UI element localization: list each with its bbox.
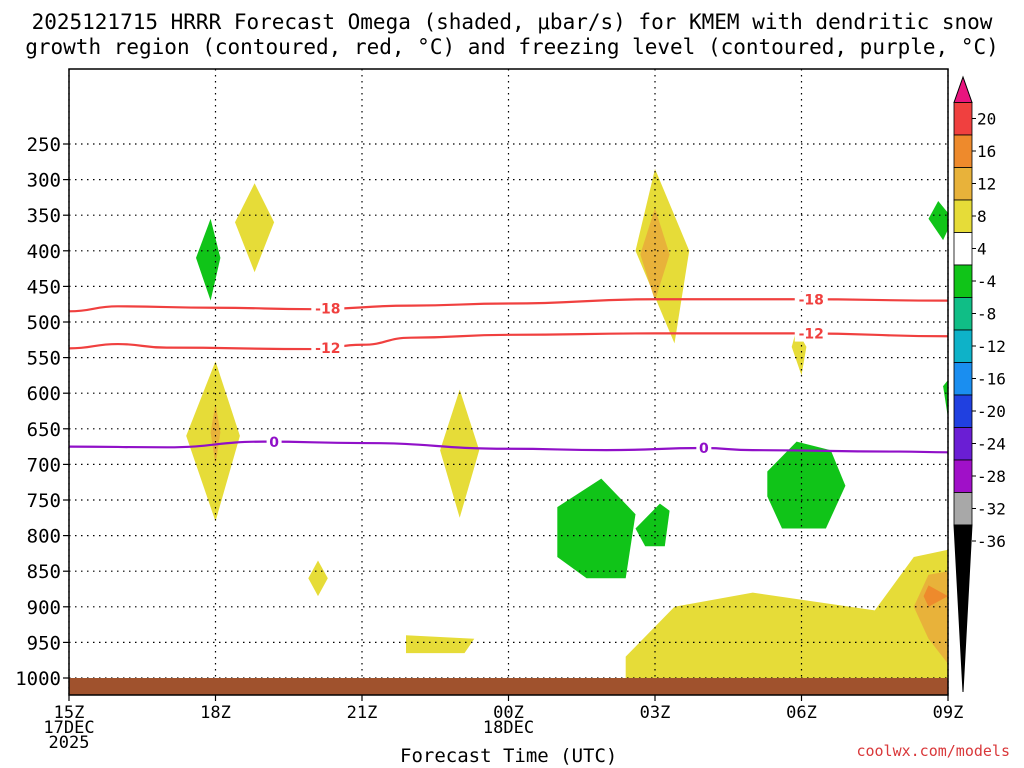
omega-region-1	[640, 208, 670, 301]
isotherm-contours: -18 -18 -12 -12 0 0	[69, 291, 948, 457]
colorbar-bin-1	[953, 134, 973, 168]
isotherm-0	[69, 440, 948, 454]
isotherm-label-0-1: 0	[699, 441, 709, 457]
colorbar-label-0: 20	[977, 110, 996, 129]
y-tick-label-850: 850	[27, 561, 61, 583]
isotherm-label-bg--18-0	[311, 300, 345, 317]
omega-region-9	[625, 549, 948, 686]
colorbar-label-5: -4	[977, 272, 996, 291]
omega-region-17	[943, 379, 948, 419]
colorbar-label-4: 4	[977, 240, 987, 259]
isotherm-label--18-0: -18	[315, 302, 340, 318]
isotherm-label--12-1: -12	[799, 327, 824, 343]
x-tick-label-9-0: 00Z	[493, 703, 524, 723]
y-tick-label-650: 650	[27, 419, 61, 441]
colorbar-label-10: -24	[977, 435, 1006, 454]
colorbar-top-arrow	[953, 75, 973, 103]
colorbar-bin-3	[953, 199, 973, 233]
colorbar-bin-7	[953, 329, 973, 363]
x-tick-label-18-0: 09Z	[933, 703, 964, 723]
ground-surface	[69, 678, 948, 695]
omega-region-12	[196, 218, 221, 301]
omega-region-11	[923, 585, 948, 607]
isotherm-label-bg--18-1	[794, 291, 828, 308]
x-tick-label-0-2: 2025	[49, 733, 90, 753]
chart-title-line1: 2025121715 HRRR Forecast Omega (shaded, …	[31, 10, 993, 34]
isotherm--12	[69, 332, 948, 351]
colorbar-label-7: -12	[977, 337, 1006, 356]
x-tick-label-15-0: 06Z	[786, 703, 817, 723]
colorbar-label-2: 12	[977, 175, 996, 194]
x-tick-label-0-0: 15Z	[54, 703, 85, 723]
y-tick-label-950: 950	[27, 632, 61, 654]
colorbar-bin-10	[953, 427, 973, 461]
colorbar-label-13: -36	[977, 532, 1006, 551]
colorbar-bin-0	[953, 102, 973, 136]
colorbar-label-3: 8	[977, 207, 987, 226]
y-tick-label-750: 750	[27, 490, 61, 512]
omega-region-6	[308, 560, 328, 597]
gridlines	[68, 69, 949, 695]
y-axis: 250 300 350 400 450 500 550 600 650 700 750 800 850 9…	[15, 134, 69, 690]
isotherm-label-bg--12-1	[794, 325, 828, 342]
isotherm-label--18-1: -18	[799, 292, 824, 308]
y-tick-label-500: 500	[27, 312, 61, 334]
colorbar-label-11: -28	[977, 467, 1006, 486]
x-tick-label-12-0: 03Z	[640, 703, 671, 723]
y-tick-label-350: 350	[27, 205, 61, 227]
y-tick-label-600: 600	[27, 383, 61, 405]
omega-region-7	[406, 635, 475, 654]
colorbar-label-8: -16	[977, 370, 1006, 389]
isotherm-label--12-0: -12	[315, 341, 340, 357]
colorbar-bottom-arrow	[953, 524, 973, 693]
chart-title-line2: growth region (contoured, red, °C) and f…	[25, 35, 999, 59]
y-tick-label-1000: 1000	[15, 668, 61, 690]
x-tick-label-9-1: 18DEC	[483, 718, 534, 738]
isotherm-label-0-0: 0	[269, 435, 279, 451]
colorbar-label-12: -32	[977, 500, 1006, 519]
y-tick-label-800: 800	[27, 526, 61, 548]
omega-region-3	[210, 403, 221, 465]
colorbar-label-1: 16	[977, 142, 996, 161]
isotherm-label-bg-0-1	[696, 440, 712, 457]
y-tick-label-700: 700	[27, 454, 61, 476]
omega-region-14	[635, 503, 670, 547]
omega-region-15	[767, 441, 846, 529]
y-tick-label-450: 450	[27, 276, 61, 298]
omega-region-16	[928, 201, 948, 241]
y-tick-label-300: 300	[27, 170, 61, 192]
isotherm-label-bg--12-0	[311, 339, 345, 356]
colorbar-bin-6	[953, 297, 973, 331]
isotherm--18	[69, 298, 948, 313]
y-tick-label-250: 250	[27, 134, 61, 156]
colorbar-bin-12	[953, 492, 973, 526]
colorbar-label-9: -20	[977, 402, 1006, 421]
colorbar: 20 16 12 8 4 -4 -8 -12 -16 -20 -24 -28 -32 -36	[953, 75, 1006, 693]
colorbar-bin-9	[953, 394, 973, 428]
colorbar-label-6: -8	[977, 305, 996, 324]
y-tick-label-900: 900	[27, 597, 61, 619]
omega-shading	[186, 168, 948, 686]
omega-region-5	[440, 389, 480, 518]
colorbar-bin-2	[953, 167, 973, 201]
x-tick-label-0-1: 17DEC	[43, 718, 94, 738]
omega-region-13	[557, 478, 636, 579]
y-tick-label-550: 550	[27, 348, 61, 370]
colorbar-bin-5	[953, 264, 973, 298]
colorbar-bin-11	[953, 459, 973, 493]
colorbar-bin-8	[953, 362, 973, 396]
omega-region-4	[235, 183, 275, 273]
isotherm-label-bg-0-0	[266, 433, 282, 450]
colorbar-bin-4	[953, 232, 973, 266]
x-axis-title: Forecast Time (UTC)	[400, 745, 618, 767]
credit-text: coolwx.com/models	[856, 742, 1010, 760]
x-tick-label-3-0: 18Z	[200, 703, 231, 723]
y-tick-label-400: 400	[27, 241, 61, 263]
x-tick-label-6-0: 21Z	[347, 703, 378, 723]
